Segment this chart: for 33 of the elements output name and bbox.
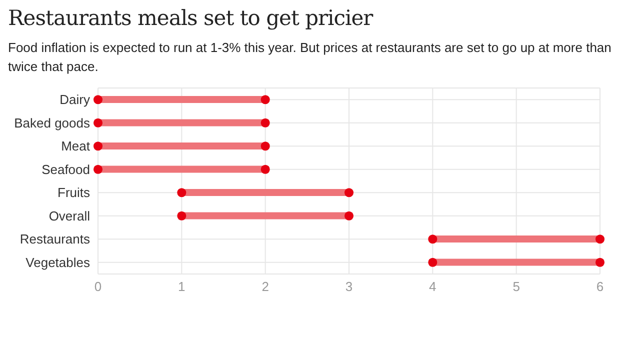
point — [177, 211, 186, 220]
x-tick-label: 4 — [429, 279, 436, 294]
x-tick-label: 3 — [345, 279, 353, 294]
point — [428, 258, 438, 267]
point — [260, 142, 270, 151]
point — [260, 164, 270, 174]
point — [595, 258, 605, 267]
x-tick-label: 1 — [178, 279, 186, 294]
point — [260, 95, 270, 104]
point — [344, 188, 354, 198]
point — [428, 234, 438, 244]
point — [93, 95, 103, 104]
point — [93, 142, 103, 151]
point — [595, 234, 605, 244]
y-tick-label: Overall — [48, 208, 90, 224]
y-tick-label: Restaurants — [20, 232, 90, 247]
y-tick-label: Seafood — [42, 162, 90, 177]
point — [93, 118, 103, 128]
point — [260, 118, 270, 128]
x-tick-label: 6 — [596, 279, 604, 294]
chart-title: Restaurants meals set to get pricier — [8, 6, 374, 30]
y-tick-label: Vegetables — [26, 254, 90, 270]
y-tick-label: Dairy — [60, 92, 90, 108]
y-tick-label: Fruits — [58, 185, 90, 200]
x-tick-label: 2 — [262, 279, 269, 294]
point — [344, 211, 354, 220]
y-tick-label: Baked goods — [14, 115, 90, 130]
x-tick-label: 5 — [512, 279, 520, 294]
point — [93, 164, 103, 174]
chart-subtitle: Food inflation is expected to run at 1-3% this year. But prices at restaurants are set to go up at more than twice that pace. — [8, 39, 612, 76]
point — [177, 188, 186, 198]
x-tick-label: 0 — [94, 279, 102, 294]
y-tick-label: Meat — [61, 138, 90, 154]
